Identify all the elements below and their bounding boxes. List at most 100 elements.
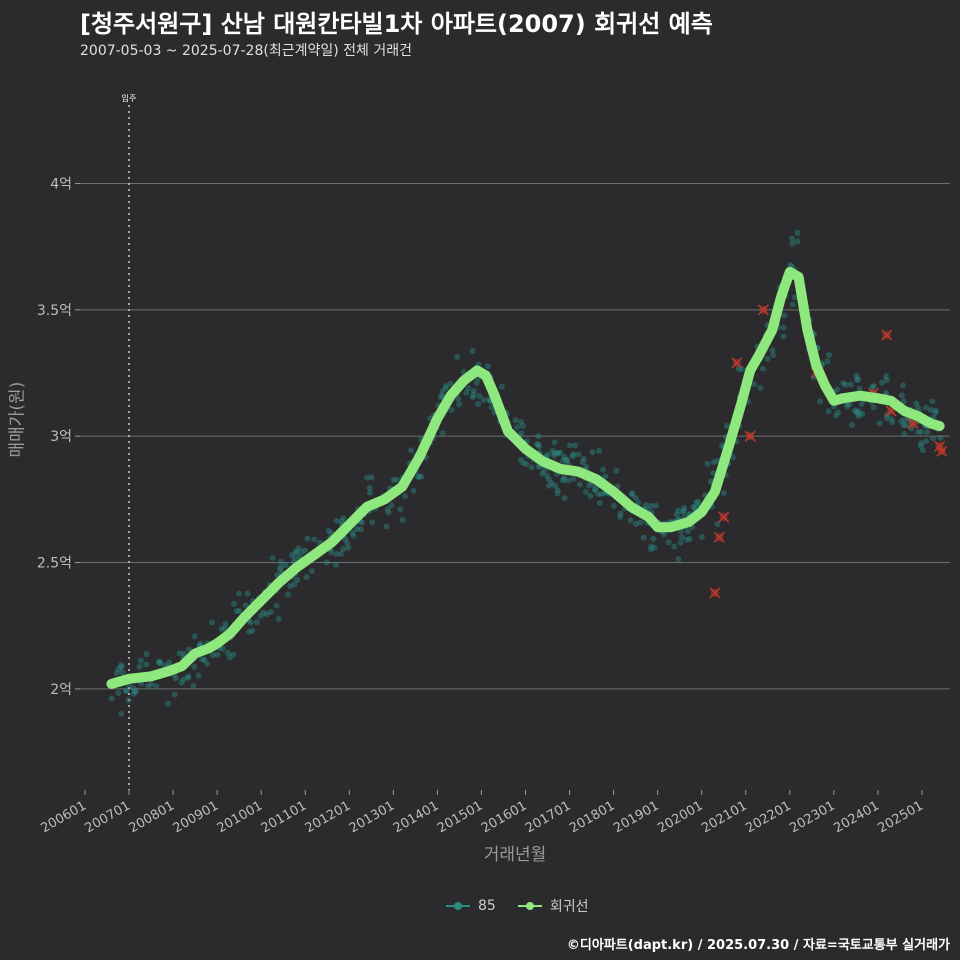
data-point — [118, 663, 125, 670]
data-point — [340, 515, 347, 522]
data-point — [710, 458, 717, 465]
x-tick-label: 201001 — [215, 798, 265, 836]
data-point — [929, 398, 936, 405]
data-point — [368, 474, 375, 481]
data-point — [293, 548, 300, 555]
data-point — [692, 503, 699, 510]
data-point — [469, 348, 476, 355]
data-point — [191, 633, 198, 640]
data-point — [789, 235, 796, 242]
data-point — [617, 510, 624, 517]
data-point — [764, 355, 771, 362]
data-point — [233, 608, 240, 615]
data-point — [678, 534, 685, 541]
data-point — [447, 380, 454, 387]
data-point — [393, 476, 400, 483]
data-point — [260, 609, 267, 616]
data-point — [918, 428, 925, 435]
data-point — [247, 619, 254, 626]
data-point — [613, 467, 620, 474]
data-point — [824, 358, 831, 365]
data-point — [197, 640, 204, 647]
cancelled-x — [718, 511, 730, 523]
data-point — [302, 547, 309, 554]
data-point — [257, 613, 264, 620]
data-point — [294, 576, 301, 583]
legend: 85 회귀선 — [446, 896, 588, 916]
data-point — [627, 517, 634, 524]
data-point — [191, 663, 198, 670]
x-tick-label: 201401 — [391, 798, 441, 836]
legend-key-points-icon — [446, 902, 470, 910]
data-point — [185, 673, 192, 680]
data-point — [165, 700, 172, 707]
data-point — [153, 683, 160, 690]
data-point — [463, 389, 470, 396]
data-point — [751, 381, 758, 388]
data-point — [924, 429, 931, 436]
data-point — [541, 467, 548, 474]
data-point — [383, 523, 390, 530]
data-point — [901, 430, 908, 437]
data-point — [794, 238, 801, 245]
data-point — [332, 561, 339, 568]
data-point — [842, 381, 849, 388]
data-point — [853, 408, 860, 415]
data-point — [858, 400, 865, 407]
x-tick-label: 201201 — [303, 798, 353, 836]
data-point — [898, 418, 905, 425]
data-point — [454, 354, 461, 361]
data-point — [201, 656, 208, 663]
data-point — [679, 509, 686, 516]
data-point — [208, 619, 215, 626]
x-tick-label: 202101 — [699, 798, 749, 836]
data-point — [277, 564, 284, 571]
data-point — [384, 506, 391, 513]
data-point — [456, 401, 463, 408]
data-point — [780, 324, 787, 331]
data-point — [629, 491, 636, 498]
data-point — [545, 476, 552, 483]
data-point — [325, 527, 332, 534]
data-point — [143, 651, 150, 658]
data-point — [119, 669, 126, 676]
data-point — [851, 407, 858, 414]
data-point — [470, 391, 477, 398]
data-point — [535, 433, 542, 440]
data-point — [579, 458, 586, 465]
legend-label-regression: 회귀선 — [549, 899, 589, 915]
data-point — [653, 502, 660, 509]
data-point — [840, 380, 847, 387]
data-point — [791, 294, 798, 301]
data-point — [869, 384, 876, 391]
x-tick-label: 200901 — [171, 798, 221, 836]
data-point — [172, 675, 179, 682]
x-tick-label: 201101 — [259, 798, 309, 836]
data-point — [844, 403, 851, 410]
cancelled-deal-mark — [709, 587, 721, 599]
data-point — [244, 590, 251, 597]
data-point — [180, 650, 187, 657]
data-point — [399, 516, 406, 523]
data-point — [673, 511, 680, 518]
data-point — [859, 411, 866, 418]
data-point — [349, 529, 356, 536]
chart-title: [청주서원구] 산남 대원칸타빌1차 아파트(2007) 회귀선 예측 — [80, 10, 713, 38]
data-point — [551, 452, 558, 459]
data-point — [123, 688, 130, 695]
data-point — [180, 676, 187, 683]
data-point — [695, 498, 702, 505]
data-point — [512, 417, 519, 424]
data-point — [469, 394, 476, 401]
data-point — [555, 450, 562, 457]
data-point — [199, 656, 206, 663]
data-point — [580, 455, 587, 462]
data-point — [675, 556, 682, 563]
cancelled-deal-mark — [731, 357, 743, 369]
data-point — [566, 442, 573, 449]
data-point — [402, 493, 409, 500]
data-point — [918, 440, 925, 447]
data-point — [333, 517, 340, 524]
data-point — [308, 568, 315, 575]
data-point — [870, 404, 877, 411]
